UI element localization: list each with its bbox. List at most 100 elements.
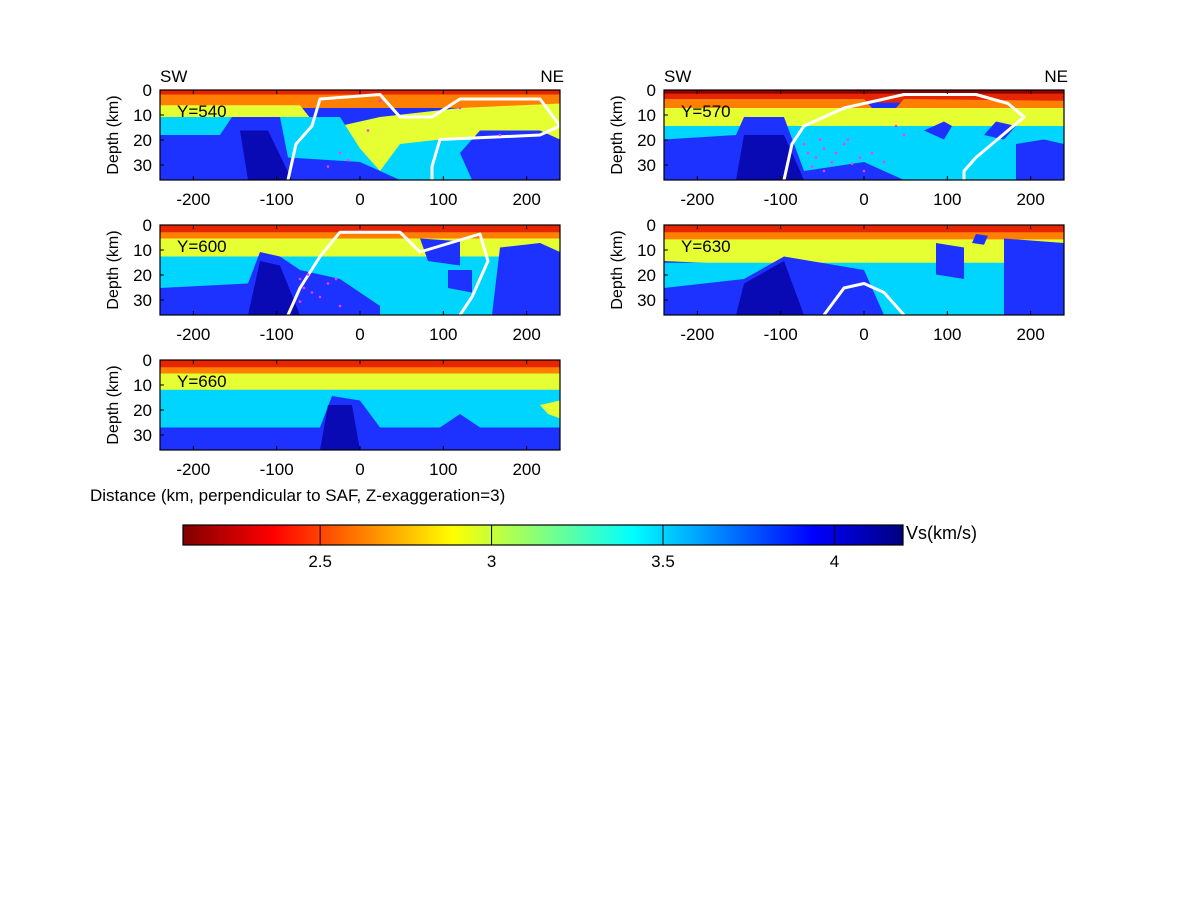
earthquake-marker [802,142,806,146]
y-tick-label: 0 [143,81,152,100]
earthquake-marker [498,133,502,137]
y-tick-label: 30 [133,291,152,310]
y-tick-label: 20 [637,131,656,150]
y-tick-label: 20 [133,401,152,420]
y-tick-label: 0 [143,216,152,235]
y-tick-label: 10 [133,106,152,125]
velocity-layer [420,238,460,266]
earthquake-marker [306,273,310,276]
earthquake-marker [810,165,814,168]
velocity-layer [160,117,400,180]
velocity-layer [924,121,952,140]
velocity-layer [736,261,804,315]
earthquake-marker [814,156,818,159]
earthquake-marker [842,142,846,146]
colorbar-title: Vs(km/s) [906,523,977,543]
earthquake-marker [822,147,826,150]
y-tick-label: 10 [637,241,656,260]
earthquake-marker [870,151,874,155]
earthquake-marker [318,295,322,299]
x-tick-label: 0 [859,325,868,344]
panel-label: Y=540 [177,102,227,121]
y-tick-label: 30 [637,291,656,310]
x-axis-label: Distance (km, perpendicular to SAF, Z-ex… [90,486,505,505]
velocity-layer [448,270,472,293]
colorbar [182,524,904,546]
direction-label-ne: NE [1044,67,1068,86]
x-tick-label: 200 [512,460,540,479]
velocity-layer [248,261,300,315]
x-tick-label: 0 [355,190,364,209]
y-tick-label: 0 [647,216,656,235]
x-tick-label: 200 [512,190,540,209]
velocity-layer [492,243,560,315]
velocity-layer [664,99,1064,122]
panel-label: Y=570 [681,102,731,121]
white-contour-line [782,93,1026,180]
earthquake-marker [834,151,838,155]
y-axis-label: Depth (km) [105,95,122,174]
x-tick-label: -200 [680,190,714,209]
panel-label: Y=660 [177,372,227,391]
earthquake-marker [310,291,314,294]
earthquake-marker [882,160,886,164]
earthquake-marker [818,138,822,141]
x-tick-label: 100 [933,190,961,209]
x-tick-label: -200 [176,325,210,344]
earthquake-marker [302,286,306,290]
panel-y-540 [160,90,560,180]
x-tick-label: 100 [429,325,457,344]
earthquake-marker [338,151,342,155]
velocity-layer [432,117,472,135]
velocity-layer [936,243,964,279]
y-tick-label: 10 [637,106,656,125]
x-tick-label: -100 [260,325,294,344]
x-tick-label: -200 [176,460,210,479]
earthquake-marker [326,165,330,168]
colorbar-tick-label: 4 [830,552,839,571]
velocity-layer [664,232,1064,242]
x-tick-label: 100 [429,190,457,209]
y-tick-label: 30 [637,156,656,175]
y-tick-label: 10 [133,241,152,260]
y-tick-label: 10 [133,376,152,395]
earthquake-marker [326,282,330,285]
earthquake-marker [822,169,826,173]
earthquake-marker [806,151,810,155]
earthquake-marker [298,300,302,303]
velocity-layer [1016,139,1064,180]
y-axis-label: Depth (km) [105,365,122,444]
earthquake-marker [346,158,350,162]
x-tick-label: -200 [176,190,210,209]
y-tick-label: 30 [133,426,152,445]
white-contour-line [822,282,906,315]
colorbar-tick-label: 3.5 [651,552,675,571]
panel-label: Y=630 [681,237,731,256]
panel-y-660 [160,360,560,450]
x-tick-label: -100 [260,190,294,209]
direction-label-sw: SW [160,67,187,86]
x-tick-label: -200 [680,325,714,344]
y-tick-label: 0 [647,81,656,100]
earthquake-marker [862,169,866,173]
direction-label-sw: SW [664,67,691,86]
x-tick-label: 200 [1016,325,1044,344]
y-tick-label: 20 [133,266,152,285]
earthquake-marker [902,133,906,137]
direction-label-ne: NE [540,67,564,86]
velocity-layer [160,373,560,392]
earthquake-marker [366,129,370,132]
x-tick-label: 200 [1016,190,1044,209]
x-tick-label: -100 [764,325,798,344]
y-tick-label: 0 [143,351,152,370]
x-tick-label: 0 [355,460,364,479]
velocity-layer [1004,238,1064,315]
y-axis-label: Depth (km) [105,230,122,309]
colorbar-tick-label: 2.5 [308,552,332,571]
x-tick-label: 100 [429,460,457,479]
x-tick-label: -100 [764,190,798,209]
panel-y-630 [664,225,1064,315]
velocity-layer [972,234,988,245]
velocity-layer [160,396,560,450]
